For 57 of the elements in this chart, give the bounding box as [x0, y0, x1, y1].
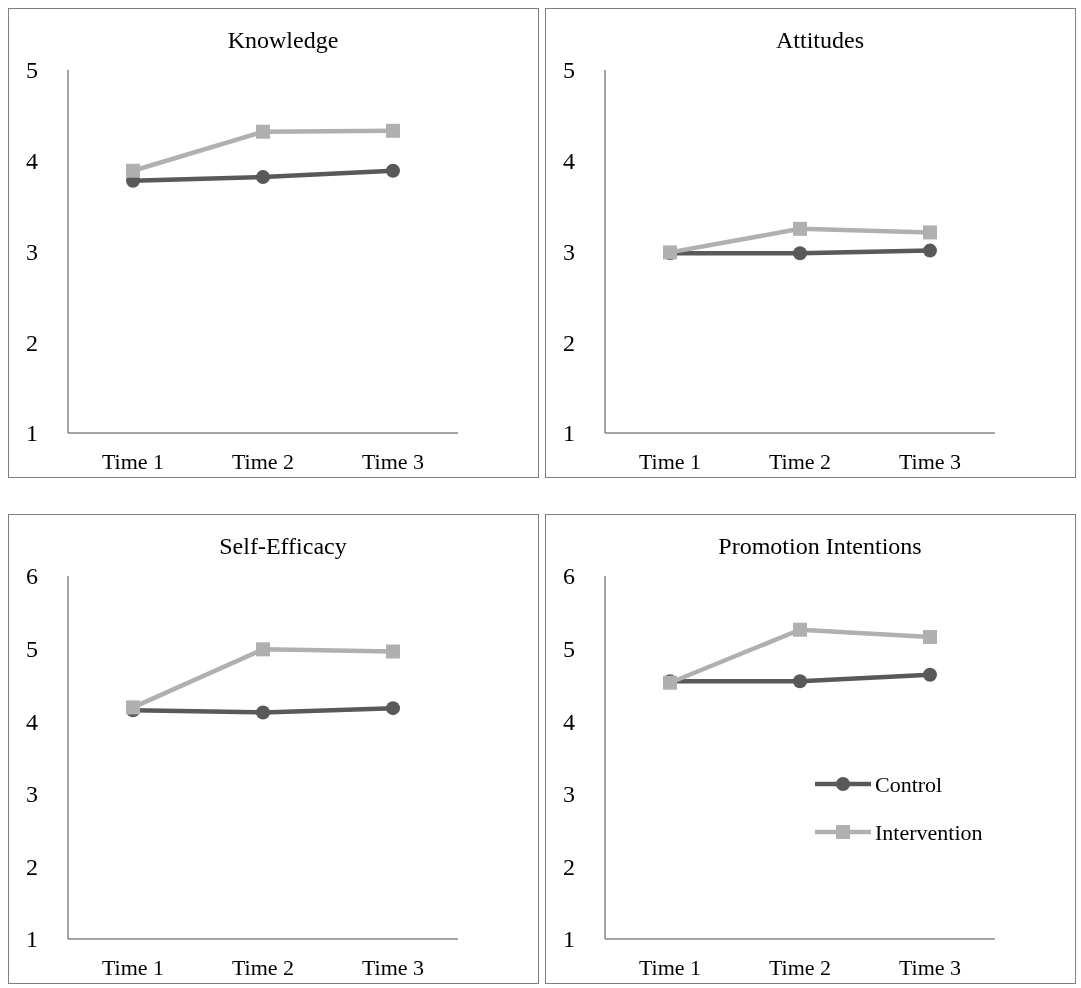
- y-tick-label: 4: [26, 148, 38, 175]
- y-tick-label: 3: [26, 781, 38, 808]
- y-tick-label: 2: [563, 853, 575, 880]
- y-tick-label: 2: [563, 329, 575, 356]
- y-tick-label: 3: [563, 781, 575, 808]
- y-tick-label: 3: [26, 238, 38, 265]
- chart-title: Promotion Intentions: [718, 533, 922, 559]
- point: [923, 225, 937, 240]
- y-tick-label: 6: [563, 563, 575, 590]
- y-tick-label: 5: [563, 636, 575, 662]
- x-tick-label: Time 2: [231, 955, 295, 980]
- point: [126, 163, 140, 178]
- point: [256, 124, 270, 139]
- y-tick-label: 5: [26, 636, 38, 662]
- x-tick-label: Time 1: [101, 449, 165, 474]
- x-tick-label: Time 1: [101, 955, 165, 980]
- point: [793, 246, 807, 261]
- y-tick-label: 1: [563, 420, 575, 447]
- x-tick-label: Time 2: [768, 955, 832, 980]
- point: [793, 622, 807, 637]
- point: [256, 170, 270, 185]
- y-tick-label: 3: [563, 238, 575, 265]
- chart-title: Attitudes: [776, 27, 864, 53]
- y-tick-label: 2: [26, 329, 38, 356]
- point: [923, 629, 937, 644]
- y-tick-label: 1: [26, 926, 38, 953]
- x-tick-label: Time 1: [638, 449, 702, 474]
- x-tick-label: Time 3: [898, 955, 962, 980]
- point: [386, 123, 400, 138]
- y-tick-label: 1: [26, 420, 38, 447]
- x-tick-label: Time 2: [231, 449, 295, 474]
- point: [923, 667, 937, 682]
- point: [793, 674, 807, 689]
- y-tick-label: 6: [26, 563, 38, 590]
- y-tick-label: 1: [563, 926, 575, 953]
- point: [923, 243, 937, 258]
- y-tick-label: 2: [26, 853, 38, 880]
- point: [386, 644, 400, 659]
- y-tick-label: 5: [563, 57, 575, 84]
- y-tick-label: 5: [26, 57, 38, 84]
- point: [256, 642, 270, 657]
- chart-title: Self-Efficacy: [219, 533, 347, 559]
- point: [386, 163, 400, 178]
- x-tick-label: Time 2: [768, 449, 832, 474]
- chart-title: Knowledge: [227, 27, 339, 53]
- point: [386, 701, 400, 716]
- y-tick-label: 4: [26, 708, 38, 735]
- x-tick-label: Time 3: [361, 955, 425, 980]
- point: [793, 221, 807, 236]
- legend-label: Control: [875, 771, 943, 797]
- legend-label: Intervention: [875, 819, 983, 845]
- point: [256, 705, 270, 720]
- y-tick-label: 4: [563, 148, 575, 175]
- x-tick-label: Time 1: [638, 955, 702, 980]
- x-tick-label: Time 3: [898, 449, 962, 474]
- x-tick-label: Time 3: [361, 449, 425, 474]
- y-tick-label: 4: [563, 708, 575, 735]
